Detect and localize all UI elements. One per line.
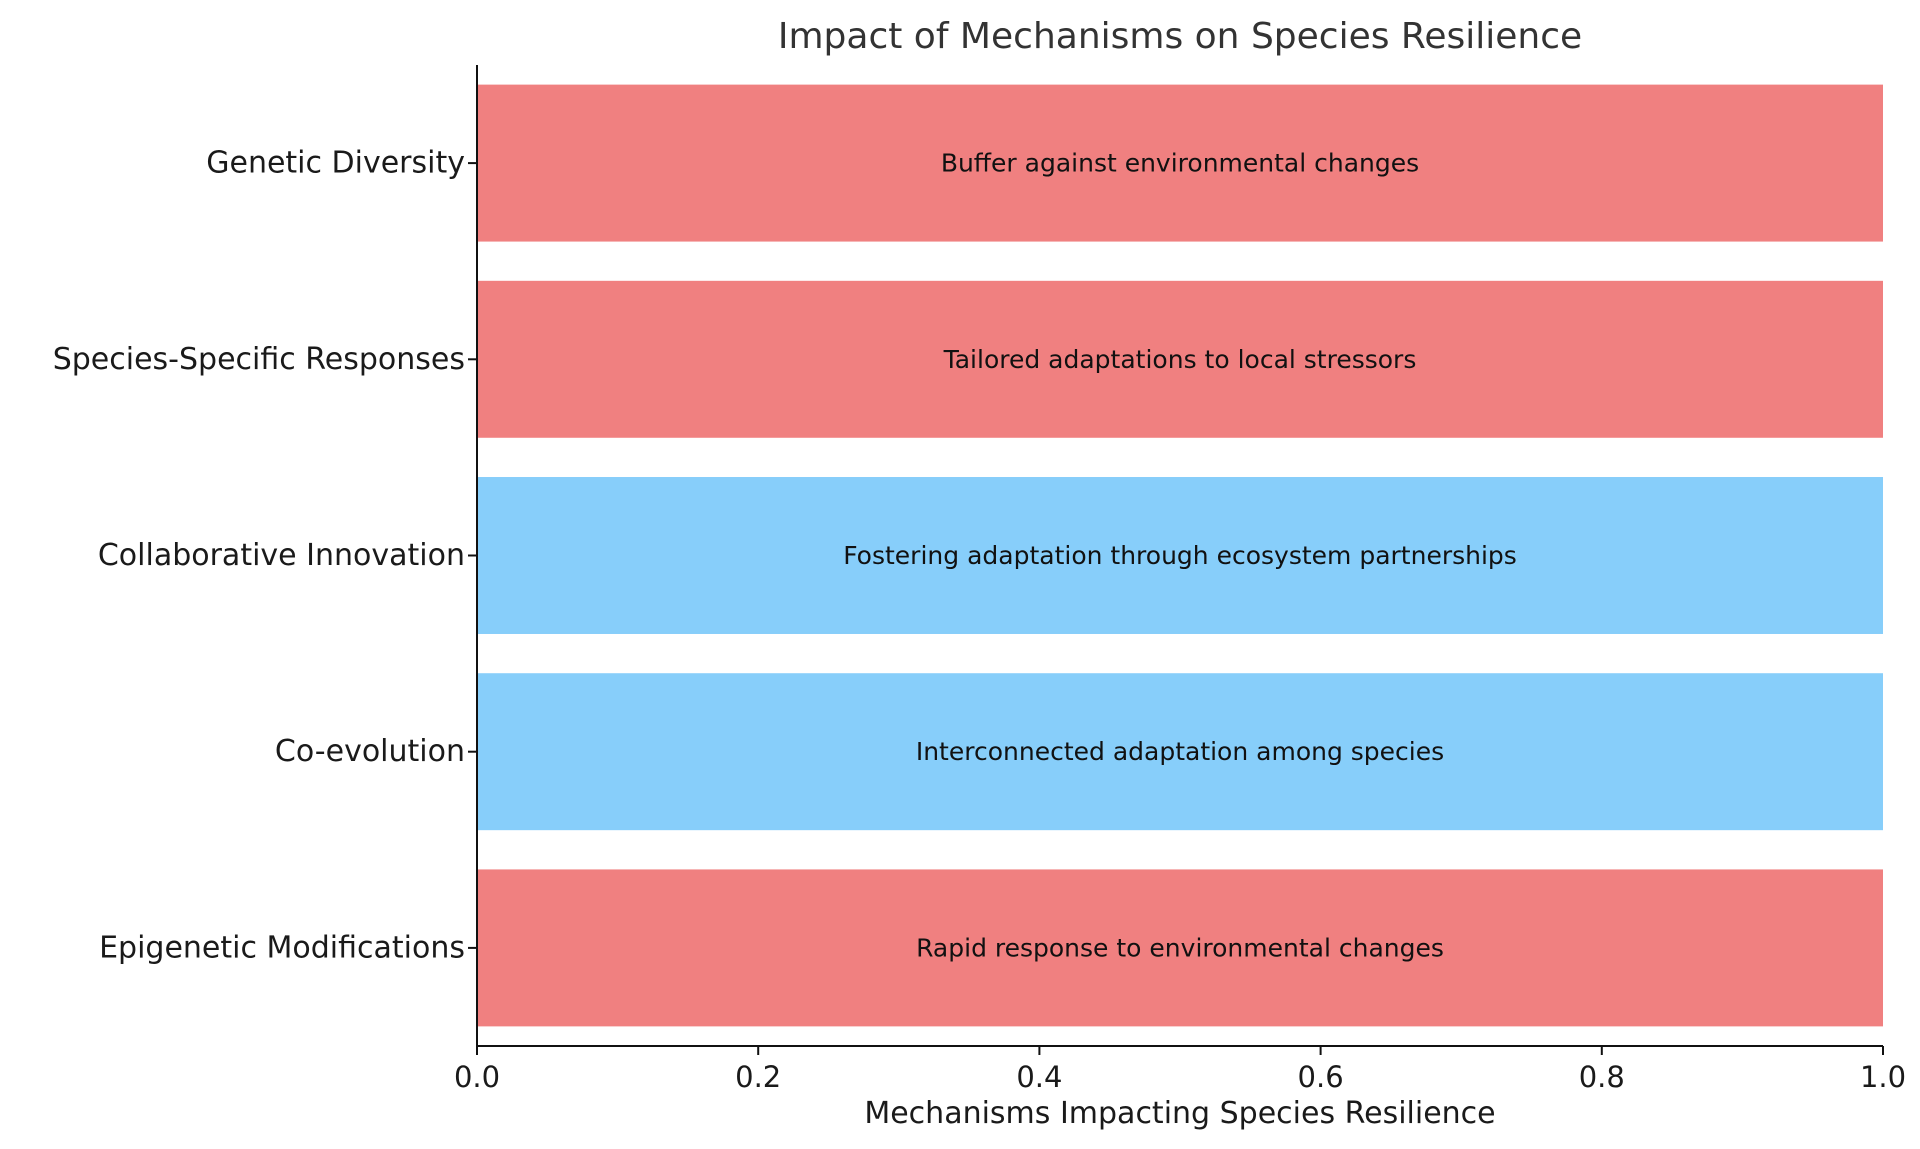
x-tick-label-3: 0.6	[1298, 1060, 1344, 1094]
bar-label-1: Tailored adaptations to local stressors	[943, 345, 1417, 374]
bar-3	[477, 673, 1883, 831]
y-tick-label-1: Species-Specific Responses	[53, 342, 465, 377]
y-tick-label-4: Epigenetic Modifications	[99, 930, 465, 965]
bar-2	[477, 477, 1883, 634]
y-tick-label-3: Co-evolution	[275, 734, 465, 769]
x-axis: 0.0 0.2 0.4 0.6 0.8 1.0	[454, 1045, 1906, 1094]
bar-label-0: Buffer against environmental changes	[941, 149, 1419, 178]
bar-label-4: Rapid response to environmental changes	[916, 933, 1444, 962]
bar-labels-layer: Buffer against environmental changes Tail…	[843, 149, 1517, 963]
x-axis-label: Mechanisms Impacting Species Resilience	[864, 1096, 1495, 1131]
bar-label-3: Interconnected adaptation among species	[916, 737, 1444, 766]
bars-layer	[477, 84, 1883, 1027]
bar-0	[477, 84, 1883, 242]
y-tick-label-0: Genetic Diversity	[206, 146, 465, 181]
x-tick-label-5: 1.0	[1860, 1060, 1906, 1094]
x-tick-label-0: 0.0	[454, 1060, 500, 1094]
y-tick-label-2: Collaborative Innovation	[98, 538, 465, 573]
bar-1	[477, 280, 1883, 438]
chart-title: Impact of Mechanisms on Species Resilien…	[778, 16, 1582, 57]
x-tick-label-2: 0.4	[1016, 1060, 1062, 1094]
x-tick-label-4: 0.8	[1579, 1060, 1625, 1094]
bar-label-2: Fostering adaptation through ecosystem p…	[843, 541, 1517, 570]
x-tick-label-1: 0.2	[735, 1060, 781, 1094]
bar-4	[477, 869, 1883, 1027]
y-axis: Genetic Diversity Species-Specific Respon…	[53, 65, 478, 1046]
